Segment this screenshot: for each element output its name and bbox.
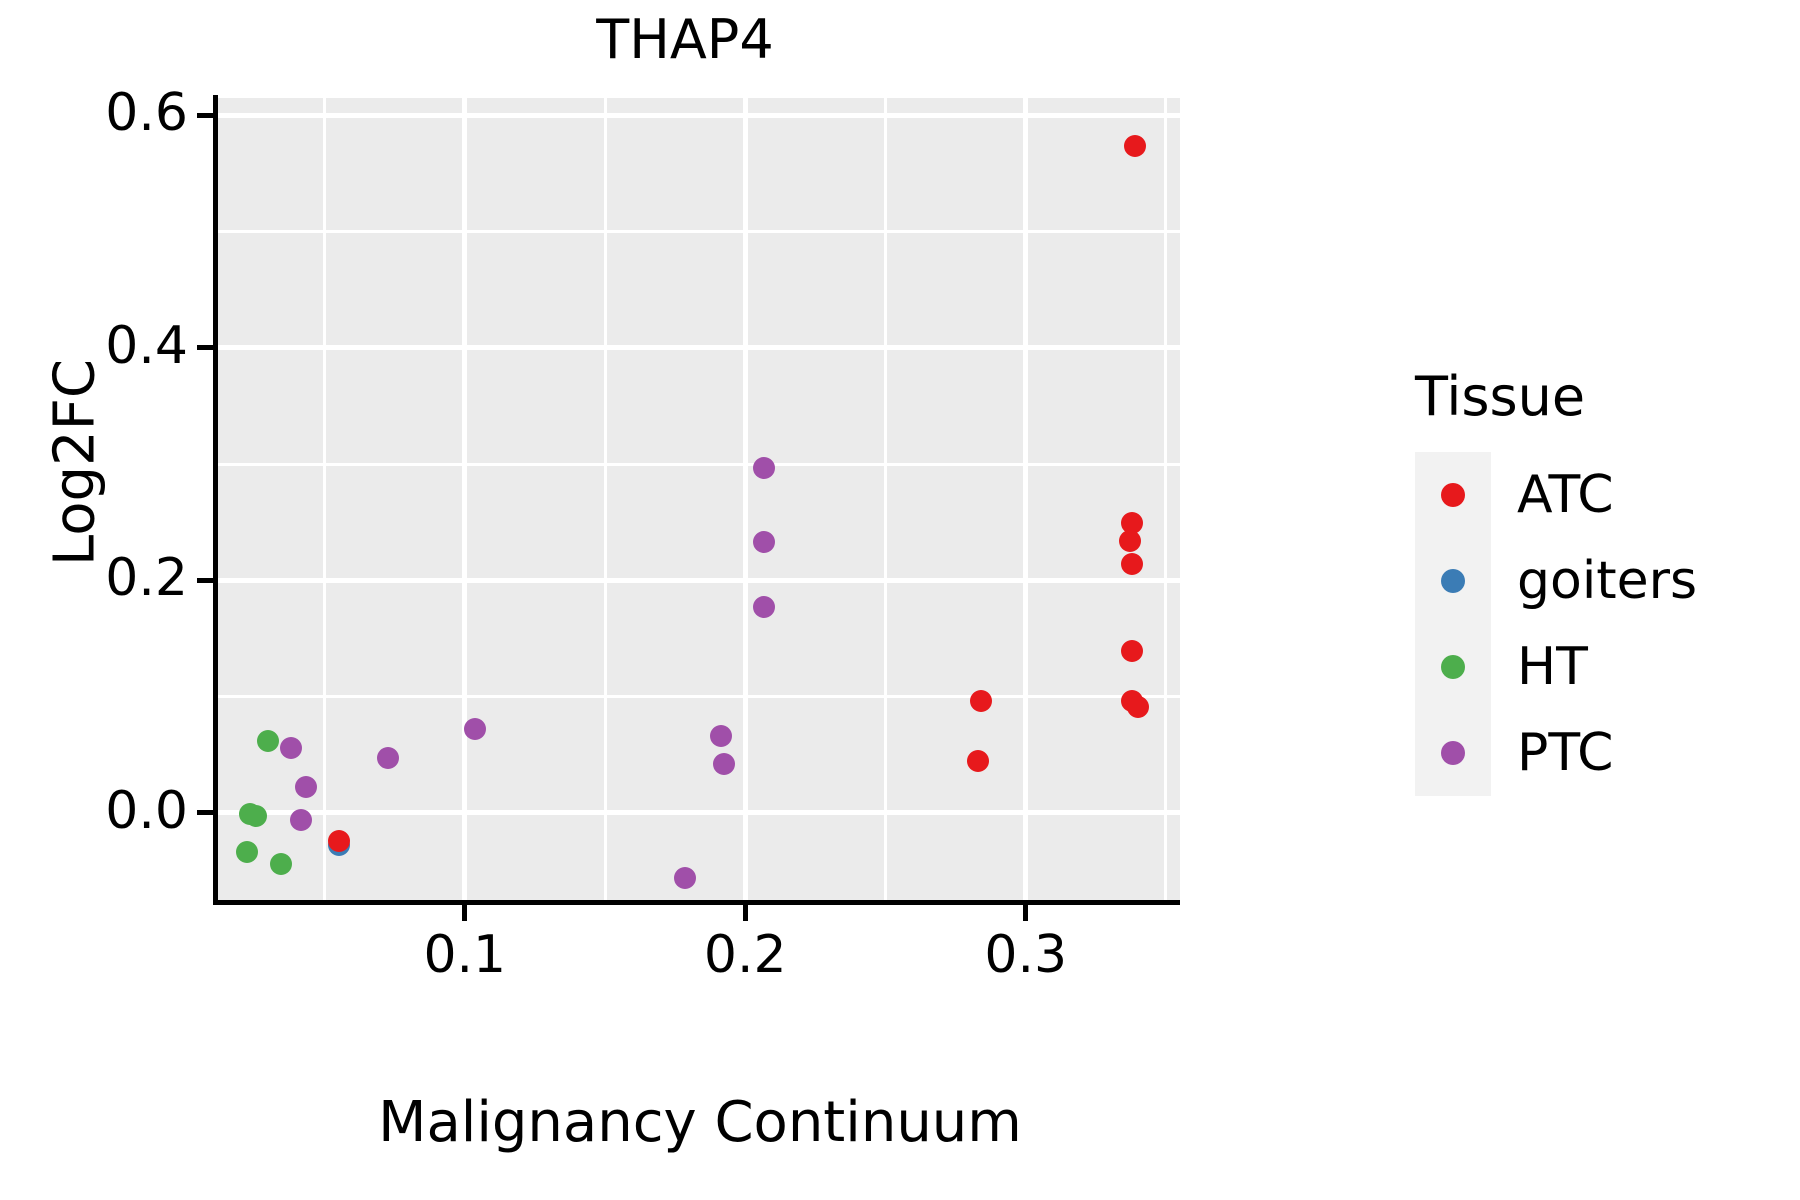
- y-axis-tick: [197, 345, 213, 351]
- data-point-ptc: [752, 531, 775, 553]
- y-axis-tick: [197, 577, 213, 583]
- legend-key-swatch: [1415, 452, 1491, 538]
- data-point-atc: [327, 829, 350, 852]
- data-point-atc: [967, 749, 990, 772]
- gridline-vertical-minor: [884, 98, 887, 900]
- data-point-ptc: [752, 596, 775, 619]
- gridline-vertical-major: [1023, 98, 1029, 900]
- y-axis-tick: [197, 112, 213, 118]
- gridline-horizontal-minor: [218, 230, 1180, 234]
- legend-item-label: HT: [1517, 637, 1588, 697]
- legend-item-goiters[interactable]: goiters: [1415, 538, 1795, 624]
- y-axis-tick: [197, 810, 213, 816]
- legend-item-atc[interactable]: ATC: [1415, 452, 1795, 538]
- gridline-horizontal-major: [218, 112, 1180, 118]
- x-axis-tick-label: 0.1: [423, 925, 507, 985]
- x-axis-tick: [1023, 905, 1029, 921]
- data-point-atc: [1121, 512, 1144, 535]
- legend-key-swatch: [1415, 538, 1491, 624]
- gridline-vertical-minor: [603, 98, 607, 900]
- data-point-ht: [236, 841, 259, 864]
- legend-item-label: goiters: [1517, 551, 1698, 611]
- data-point-ht: [270, 852, 293, 875]
- data-point-ptc: [463, 718, 486, 741]
- legend: Tissue ATC goiters HT PTC: [1415, 370, 1795, 796]
- data-point-atc: [1126, 696, 1149, 719]
- data-point-ptc: [713, 753, 736, 775]
- x-axis-tick: [462, 905, 468, 921]
- gridline-horizontal-major: [218, 577, 1180, 583]
- data-point-atc: [1118, 529, 1141, 552]
- data-point-ptc: [710, 725, 733, 748]
- legend-dot-icon: [1441, 569, 1465, 593]
- data-point-atc: [1121, 553, 1144, 576]
- data-point-ptc: [295, 776, 318, 799]
- gridline-horizontal-major: [218, 345, 1180, 351]
- gridline-horizontal-minor: [218, 695, 1180, 699]
- legend-key-swatch: [1415, 710, 1491, 796]
- data-point-ptc: [289, 808, 312, 831]
- data-point-ht: [244, 805, 267, 828]
- legend-dot-icon: [1441, 483, 1465, 507]
- gridline-vertical-minor: [1164, 98, 1168, 900]
- legend-dot-icon: [1441, 655, 1465, 679]
- page-title: THAP4: [596, 8, 774, 71]
- data-point-atc: [1121, 640, 1144, 663]
- data-point-ht: [257, 729, 280, 752]
- data-point-ptc: [673, 866, 696, 889]
- legend-dot-icon: [1441, 741, 1465, 765]
- legend-item-label: ATC: [1517, 465, 1614, 525]
- legend-item-label: PTC: [1517, 723, 1614, 783]
- y-axis-tick-label: 0.6: [105, 83, 188, 144]
- data-point-atc: [969, 690, 992, 713]
- x-axis-line: [213, 900, 1180, 905]
- legend-item-ptc[interactable]: PTC: [1415, 710, 1795, 796]
- data-point-ptc: [376, 747, 399, 770]
- plot-panel: [218, 98, 1180, 900]
- legend-title: Tissue: [1415, 365, 1586, 428]
- y-axis-tick-label: 0.2: [105, 548, 188, 609]
- gridline-vertical-minor: [323, 98, 327, 900]
- legend-items: ATC goiters HT PTC: [1415, 452, 1795, 796]
- data-point-ptc: [279, 736, 302, 759]
- gridline-vertical-major: [462, 98, 468, 900]
- x-axis-tick-label: 0.3: [984, 925, 1068, 985]
- x-axis-label: Malignancy Continuum: [378, 1090, 1022, 1155]
- gridline-vertical-major: [742, 98, 748, 900]
- x-axis-tick: [742, 905, 748, 921]
- y-axis-tick-label: 0.4: [105, 315, 188, 376]
- x-axis-tick-label: 0.2: [703, 925, 787, 985]
- gridline-horizontal-major: [218, 810, 1180, 816]
- data-point-ptc: [752, 456, 775, 479]
- legend-key-swatch: [1415, 624, 1491, 710]
- y-axis-tick-label: 0.0: [105, 780, 188, 841]
- gridline-horizontal-minor: [218, 462, 1180, 466]
- y-axis-line: [213, 95, 218, 903]
- legend-item-ht[interactable]: HT: [1415, 624, 1795, 710]
- data-point-atc: [1124, 134, 1147, 157]
